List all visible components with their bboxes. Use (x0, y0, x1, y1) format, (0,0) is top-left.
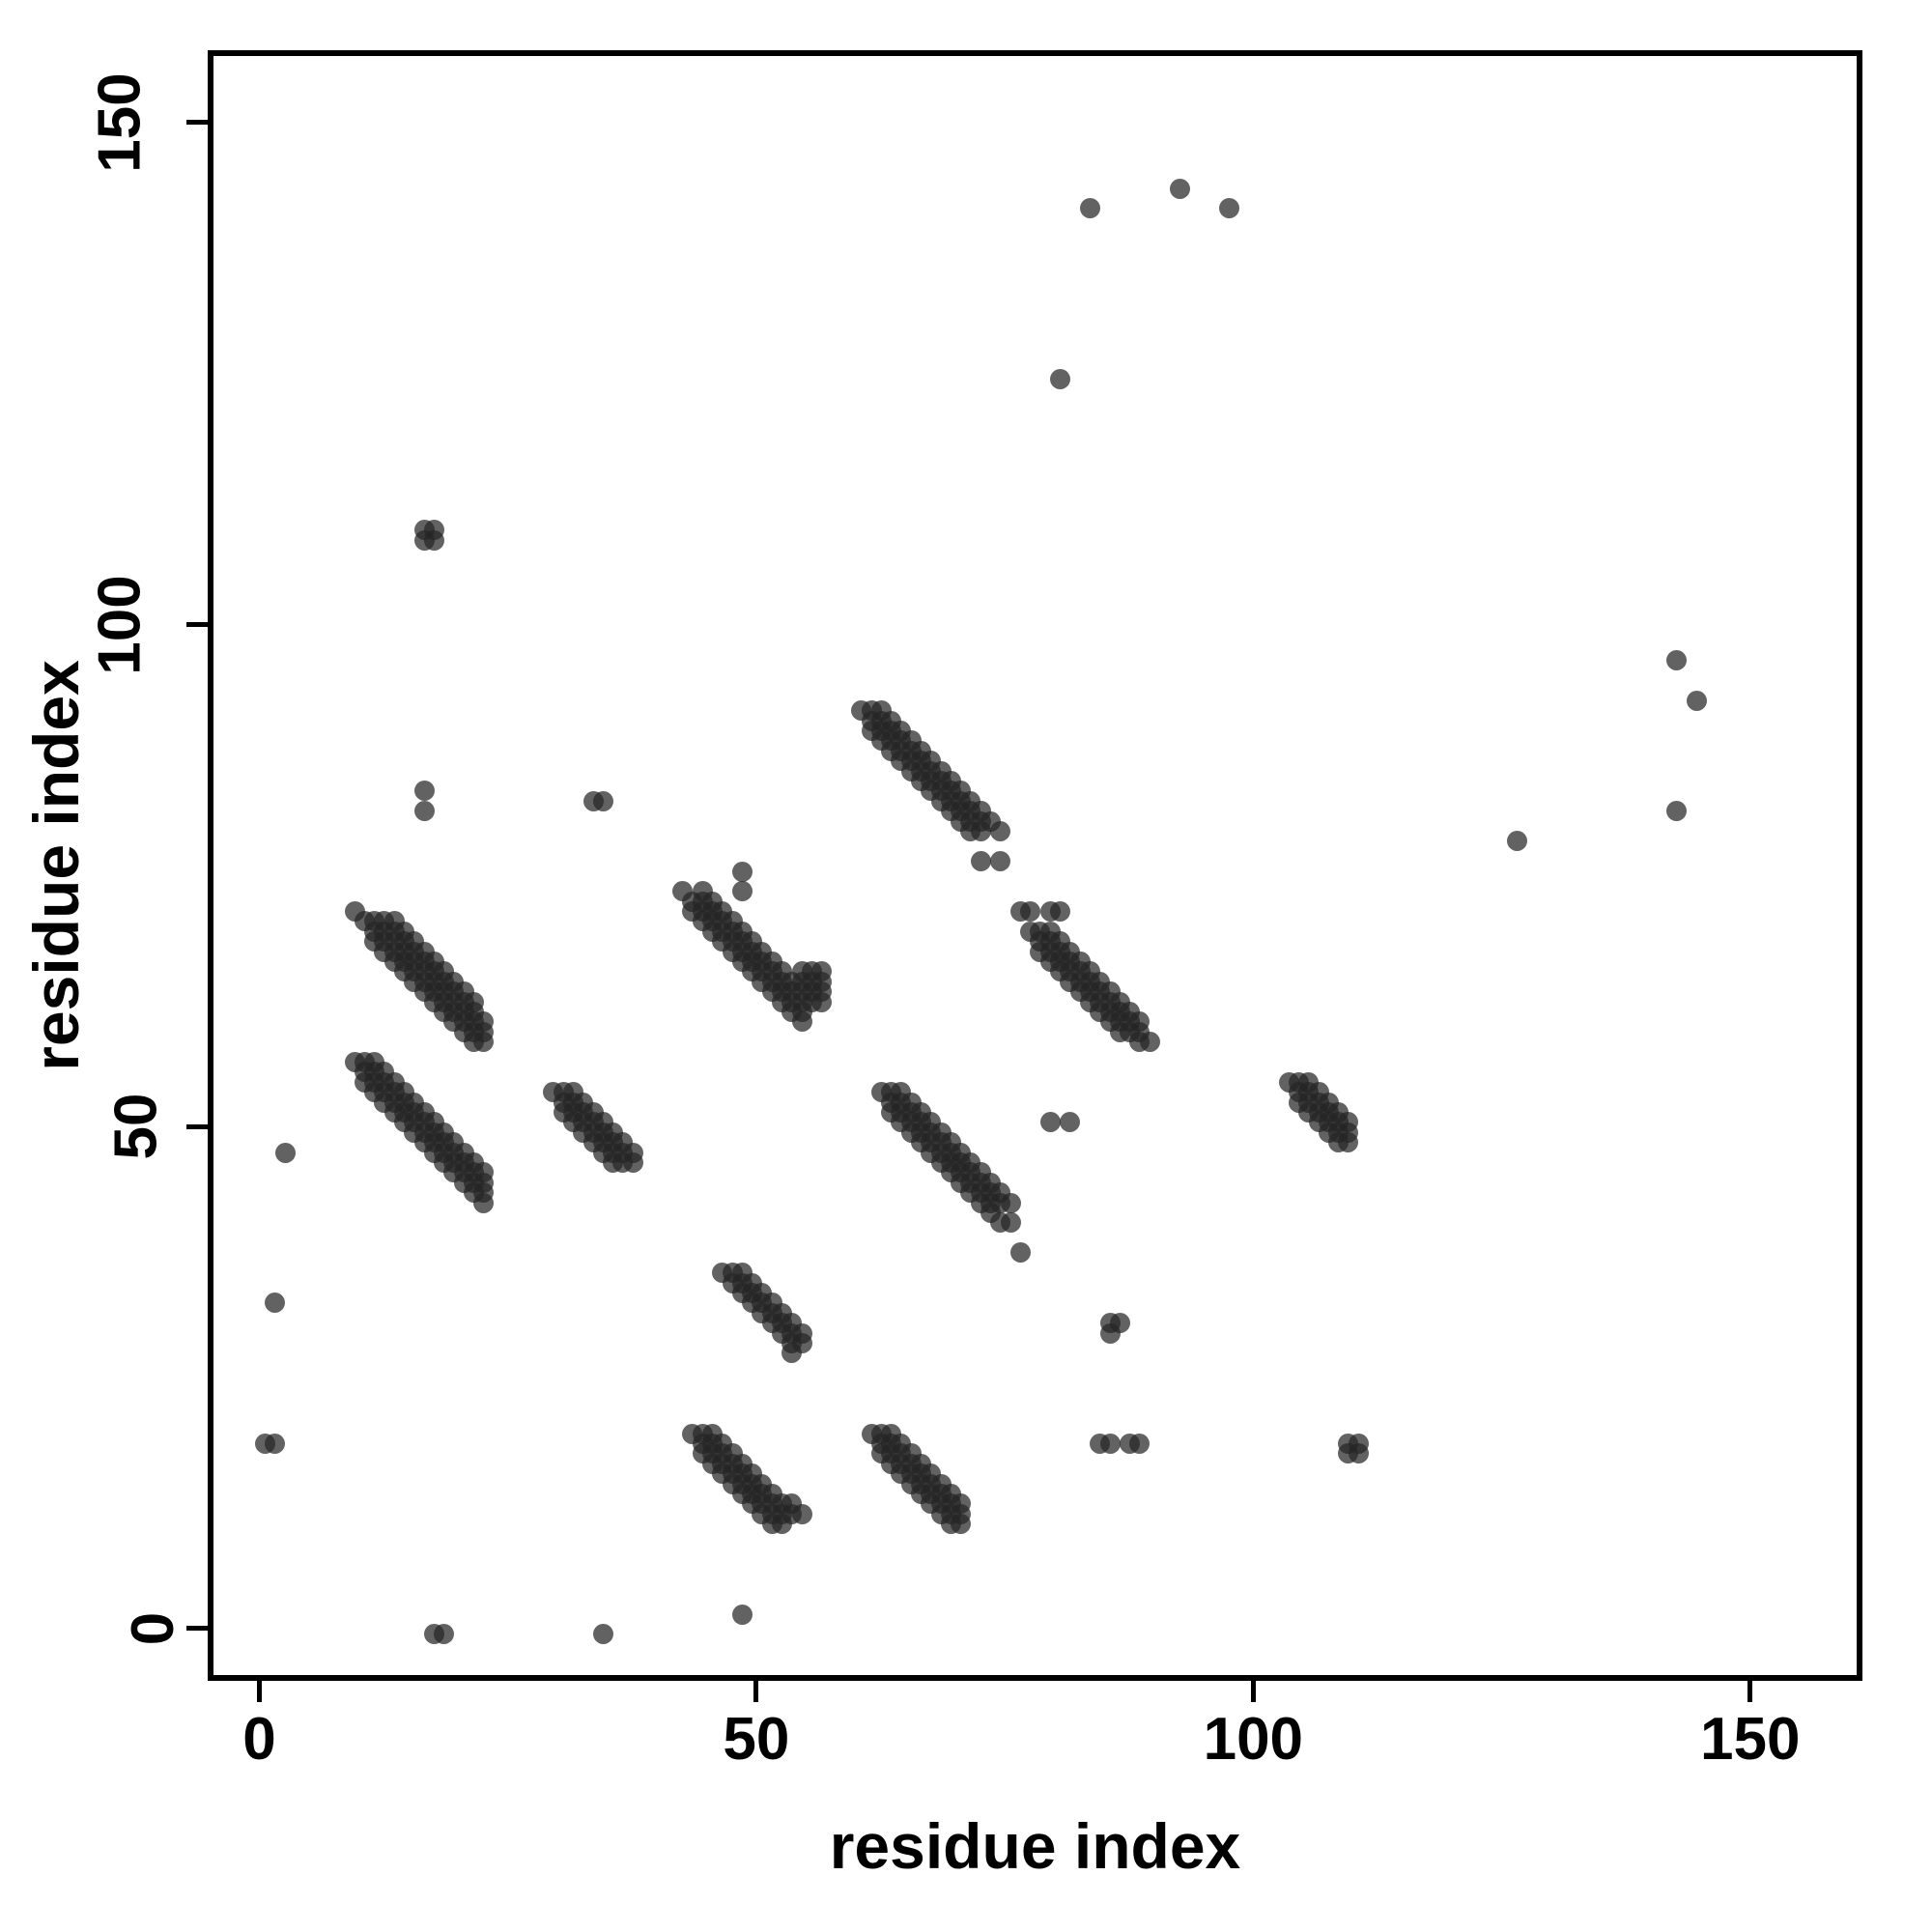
x-axis-tick (1250, 1681, 1256, 1702)
data-point (622, 1142, 643, 1163)
data-point (473, 1032, 495, 1053)
plot-frame (208, 50, 1862, 1681)
data-point (1009, 1242, 1031, 1264)
data-point (1665, 801, 1687, 822)
scatter-plot-area (213, 56, 1857, 1675)
data-point (791, 1011, 812, 1033)
data-point (970, 851, 991, 872)
y-axis-tick-label: 0 (119, 1611, 186, 1646)
data-point (811, 991, 833, 1012)
x-axis-tick-label: 50 (723, 1706, 790, 1773)
data-point (1129, 1032, 1151, 1053)
data-point (473, 1192, 495, 1213)
y-axis-tick-label: 100 (86, 574, 154, 675)
y-axis-tick (186, 622, 208, 628)
data-point (1099, 1322, 1121, 1344)
x-axis-tick-label: 0 (242, 1706, 276, 1773)
data-point (1079, 198, 1100, 219)
data-point (265, 1433, 286, 1454)
data-point (771, 1514, 792, 1535)
y-axis-tick-label: 50 (102, 1093, 170, 1160)
data-point (731, 1604, 753, 1625)
data-point (473, 1162, 495, 1183)
data-point (1169, 178, 1190, 199)
data-point (1060, 1112, 1081, 1133)
x-axis-tick-label: 150 (1700, 1706, 1801, 1773)
data-point (592, 1624, 613, 1645)
data-point (1348, 1443, 1369, 1464)
data-point (1328, 1132, 1350, 1153)
y-axis-tick (186, 120, 208, 126)
data-point (1050, 369, 1071, 390)
x-axis-tick (1747, 1681, 1753, 1702)
x-axis-tick (753, 1681, 759, 1702)
y-axis-title: residue index (17, 50, 95, 1681)
data-point (1507, 831, 1528, 852)
data-point (592, 790, 613, 811)
data-point (1218, 198, 1239, 219)
data-point (1000, 1212, 1021, 1234)
data-point (1338, 1112, 1359, 1133)
data-point (731, 881, 753, 902)
y-axis-title-text: residue index (20, 660, 92, 1071)
data-point (413, 801, 435, 822)
data-point (951, 1514, 972, 1535)
data-point (1039, 1112, 1061, 1133)
data-point (990, 820, 1011, 841)
data-point (970, 820, 991, 841)
x-axis-tick (256, 1681, 262, 1702)
data-point (791, 961, 812, 982)
data-point (464, 991, 485, 1012)
data-point (423, 520, 444, 541)
data-point (274, 1142, 296, 1163)
data-point (990, 851, 1011, 872)
data-point (1665, 650, 1687, 671)
data-point (1686, 690, 1707, 711)
data-point (434, 1624, 455, 1645)
data-point (603, 1151, 624, 1173)
data-point (781, 1493, 803, 1515)
data-point (1000, 1192, 1021, 1213)
data-point (1050, 901, 1071, 923)
data-point (473, 1011, 495, 1033)
x-axis-tick-label: 100 (1203, 1706, 1304, 1773)
data-point (781, 1343, 803, 1364)
y-axis-tick (186, 1123, 208, 1129)
data-point (265, 1293, 286, 1314)
data-point (731, 861, 753, 882)
data-point (1020, 901, 1041, 923)
data-point (1099, 1433, 1121, 1454)
data-point (1129, 1433, 1151, 1454)
data-point (413, 781, 435, 802)
y-axis-tick (186, 1626, 208, 1632)
x-axis-title: residue index (829, 1810, 1241, 1882)
y-axis-tick-label: 150 (86, 72, 154, 173)
